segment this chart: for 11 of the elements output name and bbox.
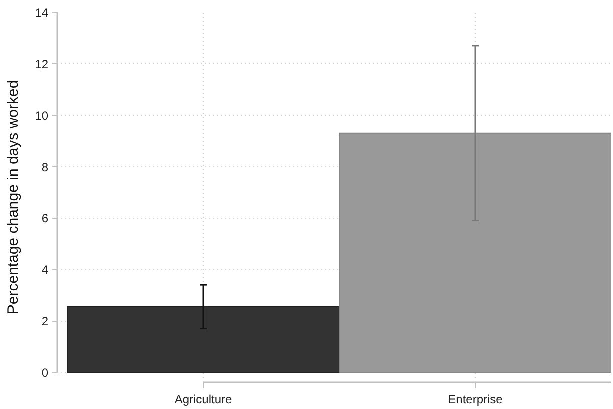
y-tick-label: 14 [35,6,49,20]
y-tick-label: 0 [42,366,49,380]
y-tick-label: 4 [42,263,49,278]
y-tick-label: 12 [35,57,49,72]
x-tick-label: Enterprise [448,392,504,406]
y-tick-label: 6 [42,212,49,226]
y-tick-label: 10 [35,108,49,123]
y-tick-label: 8 [42,160,49,174]
y-axis-title: Percentage change in days worked [5,80,22,315]
y-tick-label: 2 [42,314,49,329]
x-tick-label: Agriculture [174,392,233,406]
